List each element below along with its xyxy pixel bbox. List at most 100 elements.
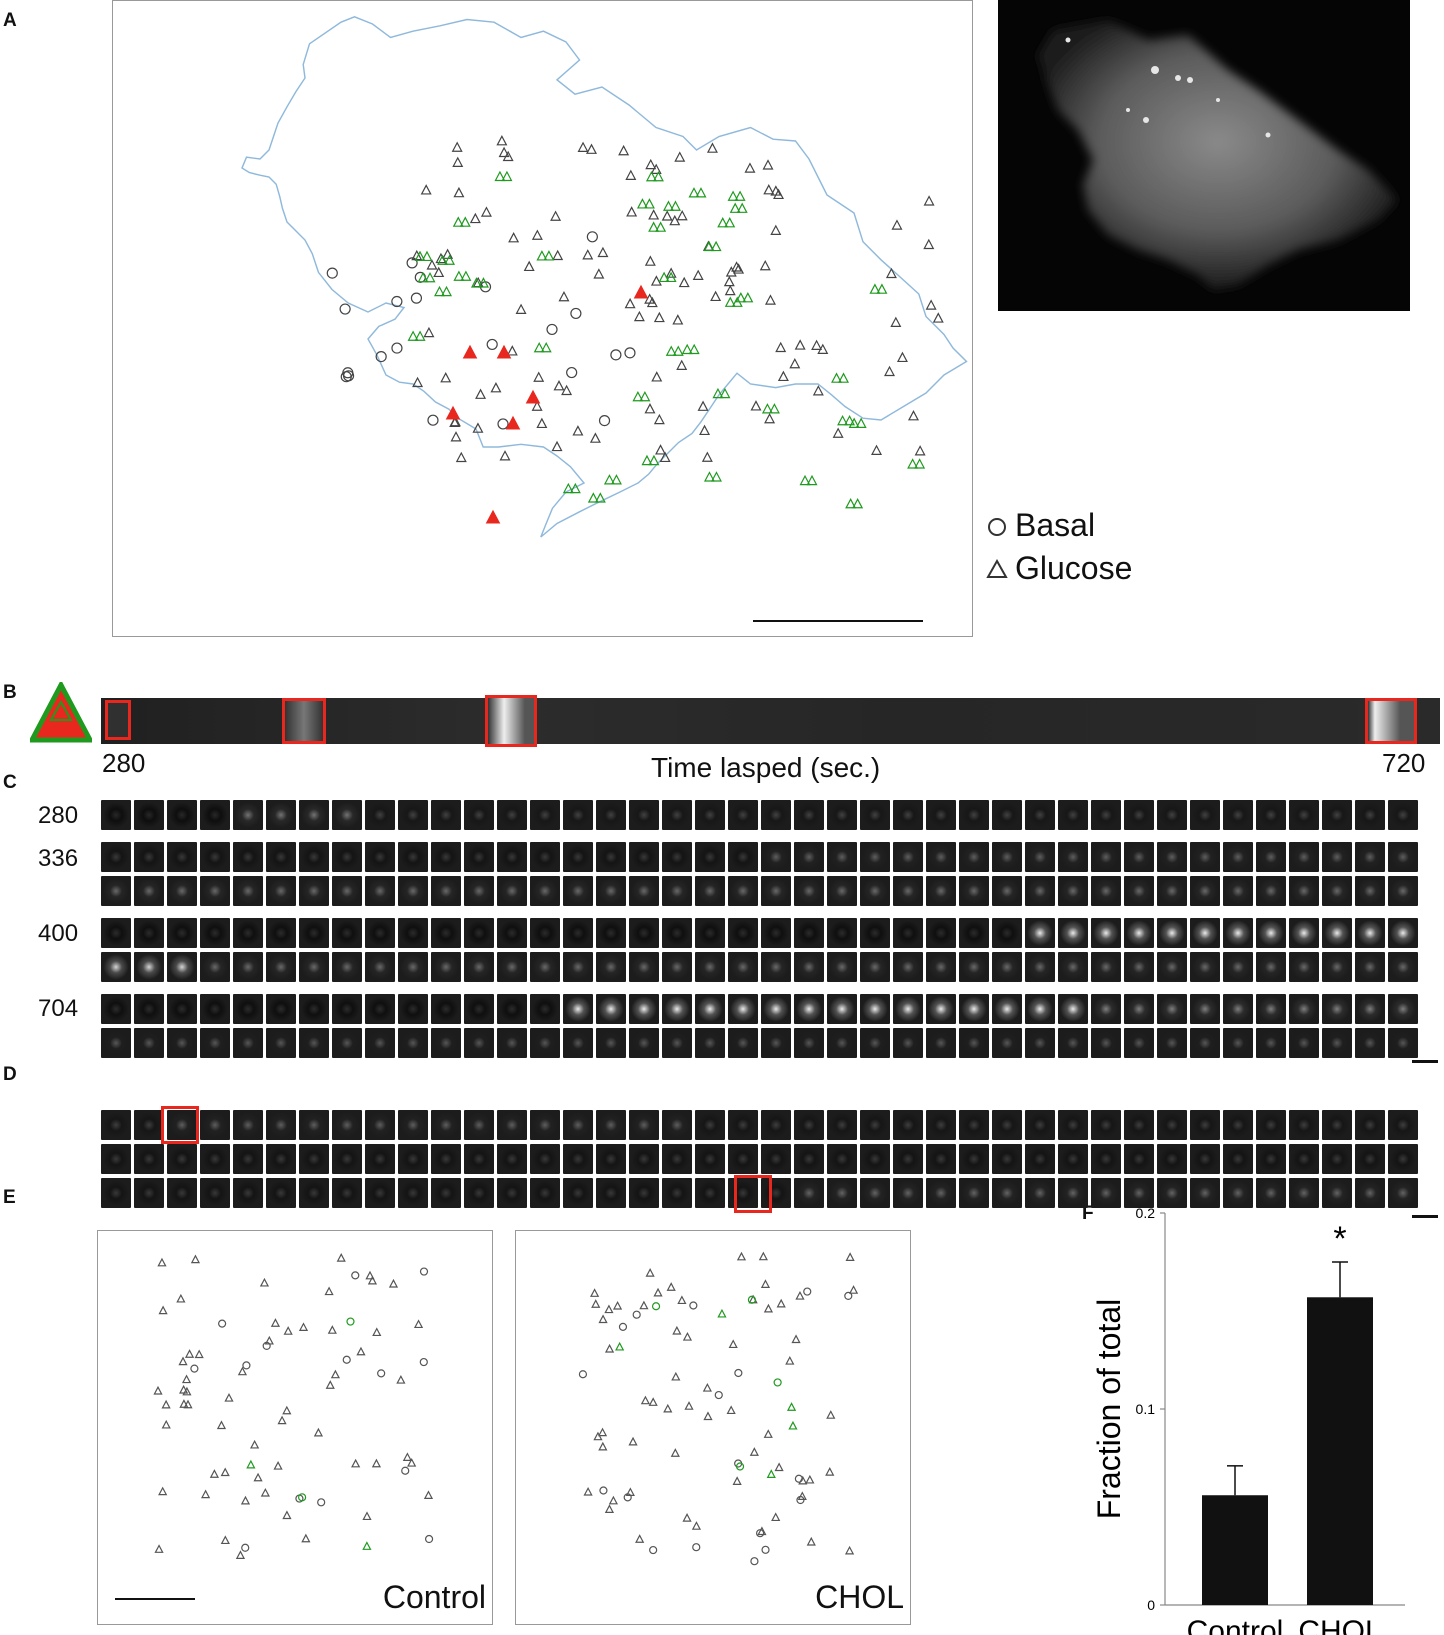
frame-tile — [431, 1028, 461, 1058]
frame-tile — [1289, 1028, 1319, 1058]
triangle-marker — [672, 345, 684, 356]
triangle-marker — [282, 1405, 292, 1415]
frame-tile — [464, 842, 494, 872]
frame-tile — [695, 800, 725, 830]
condition-label-control: Control — [382, 1579, 486, 1615]
triangle-marker — [525, 389, 541, 404]
triangle-marker — [558, 290, 570, 302]
triangle-marker — [407, 1457, 417, 1467]
frame-tile — [1025, 800, 1055, 830]
frame-tile — [1091, 1178, 1121, 1208]
frame-tile — [992, 994, 1022, 1024]
triangle-marker — [794, 339, 806, 350]
triangle-marker — [684, 1401, 694, 1410]
triangle-marker — [452, 216, 464, 227]
frame-tile — [926, 1144, 956, 1174]
triangle-marker — [597, 1427, 608, 1437]
frame-tile — [992, 1110, 1022, 1140]
circle-marker — [623, 1493, 632, 1502]
frame-tile — [827, 918, 857, 948]
triangle-marker — [593, 268, 605, 279]
frame-tile — [662, 800, 692, 830]
frame-tile — [794, 800, 824, 830]
circle-marker — [756, 1529, 765, 1538]
frame-tile — [794, 918, 824, 948]
frame-tile — [398, 1028, 428, 1058]
triangle-marker — [469, 212, 481, 224]
frame-tile — [266, 800, 296, 830]
frame-tile — [530, 1178, 560, 1208]
frame-tile — [1157, 994, 1187, 1024]
frame-tile — [893, 876, 923, 906]
triangle-marker — [908, 410, 919, 421]
frame-tile — [1289, 1110, 1319, 1140]
triangle-marker — [531, 229, 543, 240]
triangle-marker — [577, 141, 589, 153]
frame-tile — [200, 1144, 230, 1174]
triangle-marker — [805, 1474, 815, 1484]
frame-tile — [1124, 918, 1154, 948]
frame-tile — [1322, 876, 1352, 906]
triangle-marker — [181, 1374, 192, 1384]
triangle-marker — [644, 255, 656, 266]
panel-e-control-map: Control — [97, 1230, 493, 1625]
bar — [1307, 1297, 1373, 1605]
triangle-marker — [402, 1452, 412, 1461]
kymo-axis-label: Time lasped (sec.) — [651, 752, 881, 783]
frame-tile — [233, 952, 263, 982]
frame-tile — [332, 952, 362, 982]
frame-tile — [530, 1144, 560, 1174]
triangle-marker — [259, 1277, 270, 1287]
triangle-marker — [372, 1327, 382, 1337]
triangle-marker — [744, 162, 756, 173]
frame-tile — [398, 1178, 428, 1208]
frame-tile — [398, 800, 428, 830]
frame-tile — [497, 952, 527, 982]
frame-tile — [101, 1110, 131, 1140]
frame-tile — [299, 994, 329, 1024]
frame-tile — [431, 952, 461, 982]
triangle-marker — [590, 1288, 600, 1297]
circle-icon — [988, 517, 1006, 536]
frame-tile — [200, 918, 230, 948]
panel-label-f: F — [1082, 1203, 1094, 1224]
frame-tile — [365, 918, 395, 948]
triangle-marker — [719, 387, 731, 399]
frame-tile — [1124, 1178, 1154, 1208]
triangle-marker — [914, 445, 926, 456]
frame-tile — [1190, 952, 1220, 982]
frame-tile — [1190, 800, 1220, 830]
triangle-marker — [785, 1355, 795, 1365]
triangle-marker — [494, 170, 506, 182]
frame-tile — [1256, 1144, 1286, 1174]
frame-tile — [1190, 918, 1220, 948]
triangle-marker — [330, 1369, 341, 1379]
frame-tile — [101, 918, 131, 948]
triangle-marker — [759, 259, 771, 271]
triangle-marker — [712, 387, 724, 399]
frame-tile — [266, 1178, 296, 1208]
triangle-marker — [728, 1339, 738, 1349]
triangle-marker — [633, 310, 645, 322]
triangle-marker — [855, 417, 867, 428]
kymo-event-3 — [485, 695, 537, 747]
triangle-marker — [831, 372, 843, 383]
frame-tile — [1355, 918, 1385, 948]
triangle-marker — [624, 297, 636, 309]
triangle-marker — [445, 405, 461, 420]
frame-tile — [1223, 918, 1253, 948]
frame-tile — [134, 1178, 164, 1208]
triangle-marker — [250, 1439, 260, 1449]
frame-tile — [926, 952, 956, 982]
triangle-marker — [640, 1395, 651, 1405]
frame-tile — [200, 952, 230, 982]
frame-tile — [1256, 918, 1286, 948]
frame-tile — [365, 1144, 395, 1174]
row-label-280: 280 — [38, 802, 79, 829]
triangle-marker — [499, 450, 511, 461]
frame-tile — [1124, 1110, 1154, 1140]
triangle-marker — [235, 1550, 246, 1559]
frame-tile — [1289, 1144, 1319, 1174]
frame-tile — [1355, 842, 1385, 872]
frame-tile — [662, 1178, 692, 1208]
